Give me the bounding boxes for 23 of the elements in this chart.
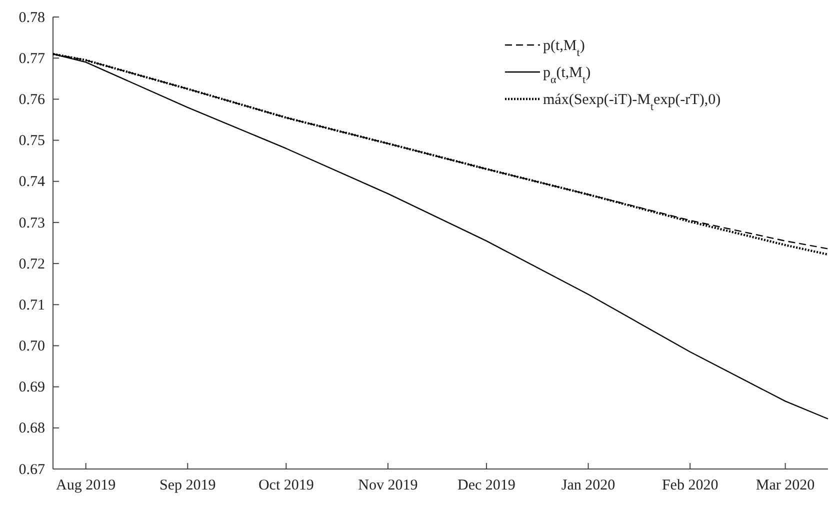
y-tick-label: 0.78	[18, 10, 45, 26]
legend-label: máx(Sexp(-iT)-M$_{t}$exp(-rT),0)	[543, 92, 721, 113]
legend-label: p$_{α}$(t,M$_{t}$)	[543, 65, 591, 86]
x-tick-label: Oct 2019	[258, 478, 314, 494]
y-tick-label: 0.70	[18, 338, 45, 355]
legend-label: p(t,M$_{t}$)	[543, 38, 585, 59]
y-tick-label: 0.74	[18, 174, 46, 190]
y-tick-label: 0.68	[18, 420, 45, 437]
y-tick-label: 0.77	[18, 50, 46, 67]
x-tick-label: Nov 2019	[358, 478, 418, 494]
x-tick-label: Sep 2019	[160, 478, 216, 494]
x-tick-label: Jan 2020	[561, 478, 616, 494]
y-tick-label: 0.73	[18, 215, 45, 232]
y-tick-label: 0.76	[18, 92, 46, 108]
y-tick-label: 0.69	[18, 380, 45, 396]
x-tick-label: Mar 2020	[756, 478, 815, 494]
y-tick-label: 0.71	[18, 297, 45, 314]
y-tick-label: 0.67	[18, 462, 46, 478]
y-tick-label: 0.75	[18, 133, 45, 150]
y-tick-label: 0.72	[18, 256, 45, 272]
x-tick-label: Feb 2020	[662, 478, 718, 494]
x-tick-label: Dec 2019	[458, 478, 516, 494]
x-tick-label: Aug 2019	[56, 478, 116, 494]
